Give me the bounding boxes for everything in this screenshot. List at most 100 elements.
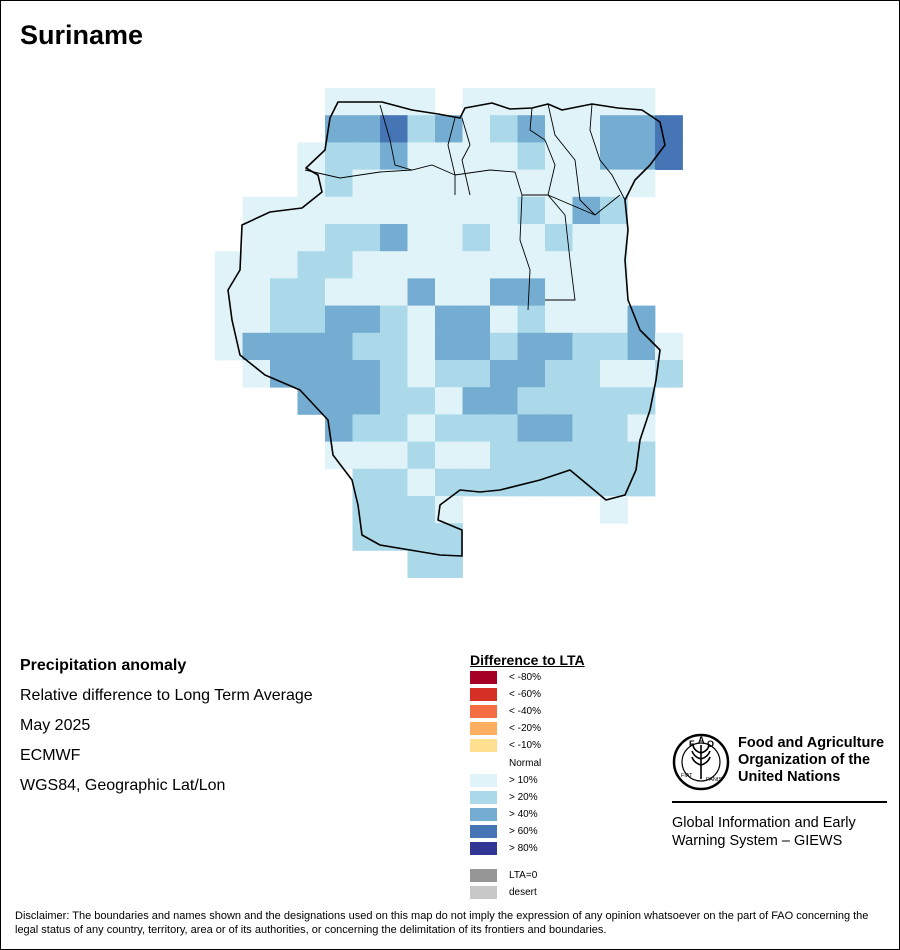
- anomaly-cell: [627, 88, 656, 116]
- anomaly-cell: [407, 305, 436, 334]
- anomaly-cell: [462, 251, 491, 279]
- anomaly-cell: [407, 251, 436, 279]
- anomaly-cell: [270, 251, 298, 279]
- anomaly-cell: [462, 414, 491, 442]
- anomaly-cell: [517, 441, 546, 470]
- legend-label: > 60%: [509, 825, 538, 837]
- anomaly-cell: [407, 115, 436, 143]
- info-projection: WGS84, Geographic Lat/Lon: [20, 777, 226, 794]
- anomaly-cell: [600, 196, 628, 225]
- anomaly-cell: [545, 441, 573, 470]
- anomaly-cell: [325, 142, 353, 170]
- anomaly-cell: [297, 332, 326, 361]
- anomaly-cell: [545, 387, 573, 415]
- anomaly-cell: [572, 278, 601, 306]
- legend-label: LTA=0: [509, 870, 538, 881]
- svg-text:A: A: [698, 735, 705, 745]
- anomaly-cell: [600, 169, 628, 198]
- anomaly-cell: [380, 169, 408, 198]
- anomaly-cell: [545, 332, 573, 361]
- anomaly-cell: [627, 332, 656, 361]
- info-source: ECMWF: [20, 747, 81, 764]
- anomaly-cell: [407, 169, 436, 198]
- anomaly-cell: [572, 224, 601, 252]
- anomaly-cell: [462, 115, 491, 143]
- anomaly-cell: [572, 414, 601, 442]
- anomaly-cell: [462, 332, 491, 361]
- anomaly-cell: [380, 88, 408, 116]
- anomaly-cell: [270, 278, 298, 306]
- anomaly-cell: [242, 360, 271, 388]
- anomaly-cell: [545, 414, 573, 442]
- anomaly-cell: [517, 305, 546, 334]
- anomaly-cell: [435, 305, 463, 334]
- anomaly-cell: [545, 142, 573, 170]
- fao-name-line3: United Nations: [738, 769, 841, 785]
- anomaly-cell: [490, 387, 518, 415]
- anomaly-cell: [380, 387, 408, 415]
- anomaly-cell: [407, 278, 436, 306]
- anomaly-cell: [600, 387, 628, 415]
- anomaly-cell: [545, 196, 573, 225]
- anomaly-cell: [352, 115, 381, 143]
- anomaly-cell: [572, 332, 601, 361]
- anomaly-cell: [600, 441, 628, 470]
- anomaly-cell: [407, 360, 436, 388]
- anomaly-cell: [435, 115, 463, 143]
- anomaly-cell: [490, 224, 518, 252]
- anomaly-cell: [297, 224, 326, 252]
- anomaly-cell: [435, 142, 463, 170]
- logo-divider: [672, 801, 887, 803]
- legend-label: desert: [509, 887, 537, 898]
- anomaly-cell: [517, 224, 546, 252]
- anomaly-cell: [517, 332, 546, 361]
- anomaly-cell: [407, 496, 436, 524]
- anomaly-cell: [490, 305, 518, 334]
- anomaly-cell: [655, 115, 683, 143]
- anomaly-cell: [545, 169, 573, 198]
- anomaly-cell: [380, 360, 408, 388]
- giews-line1: Global Information and Early: [672, 815, 856, 831]
- anomaly-cell: [435, 441, 463, 470]
- anomaly-cell: [270, 332, 298, 361]
- anomaly-cell: [600, 88, 628, 116]
- svg-text:F: F: [689, 739, 695, 749]
- legend-label: < -40%: [509, 706, 541, 718]
- anomaly-cell: [600, 251, 628, 279]
- legend-swatch: [470, 842, 497, 855]
- anomaly-cell: [627, 115, 656, 143]
- anomaly-cell: [462, 387, 491, 415]
- legend-swatch: [470, 688, 497, 702]
- anomaly-cell: [462, 360, 491, 388]
- anomaly-cell: [600, 332, 628, 361]
- anomaly-cell: [435, 387, 463, 415]
- anomaly-cell: [380, 441, 408, 470]
- anomaly-cell: [517, 387, 546, 415]
- legend-swatch: [470, 739, 497, 753]
- anomaly-cell: [407, 523, 436, 551]
- anomaly-cell: [600, 305, 628, 334]
- anomaly-cell: [407, 196, 436, 225]
- anomaly-cell: [435, 251, 463, 279]
- anomaly-cell: [572, 441, 601, 470]
- anomaly-cell: [462, 196, 491, 225]
- legend-swatch: [470, 705, 497, 719]
- fao-name-line2: Organization of the: [738, 752, 871, 768]
- legend-label: > 40%: [509, 808, 538, 820]
- anomaly-cell: [407, 387, 436, 415]
- anomaly-cell: [600, 360, 628, 388]
- anomaly-cell: [490, 196, 518, 225]
- anomaly-cell: [352, 360, 381, 388]
- anomaly-cell: [462, 441, 491, 470]
- anomaly-cell: [435, 278, 463, 306]
- anomaly-cell: [380, 196, 408, 225]
- anomaly-cell: [572, 251, 601, 279]
- anomaly-cell: [297, 142, 326, 170]
- giews-line2: Warning System – GIEWS: [672, 833, 843, 849]
- anomaly-cell: [407, 142, 436, 170]
- anomaly-cell: [490, 278, 518, 306]
- anomaly-cell: [352, 387, 381, 415]
- legend-swatch: [470, 807, 497, 821]
- anomaly-cell: [600, 468, 628, 497]
- giews-name: Global Information and Early Warning Sys…: [672, 814, 856, 850]
